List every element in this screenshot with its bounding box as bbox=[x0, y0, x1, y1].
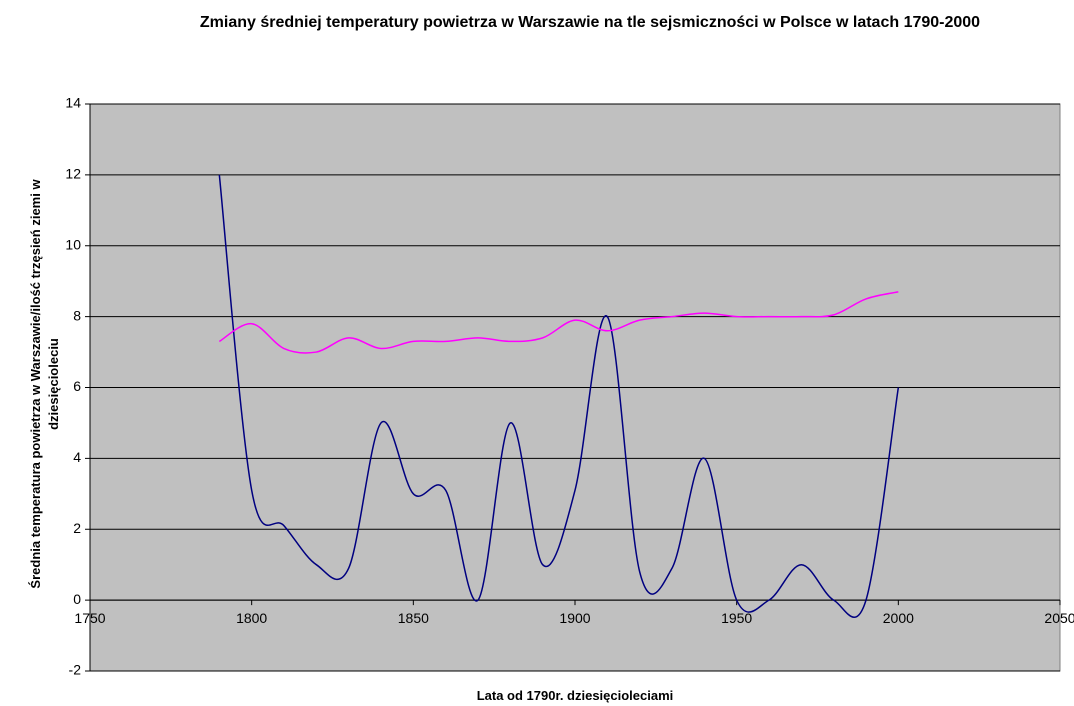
x-tick-label: 1900 bbox=[559, 610, 590, 626]
data-line bbox=[218, 174, 900, 618]
y-tick-label: 0 bbox=[73, 591, 81, 607]
x-axis-label: Lata od 1790r. dziesięcioleciami bbox=[476, 688, 674, 703]
y-tick-label: 6 bbox=[73, 378, 81, 394]
x-tick-label: 1800 bbox=[236, 610, 267, 626]
y-tick-label: 14 bbox=[65, 95, 81, 111]
x-tick-label: 1950 bbox=[721, 610, 752, 626]
data-line bbox=[218, 291, 899, 354]
y-tick-label: -2 bbox=[69, 662, 82, 678]
y-tick-label: 12 bbox=[65, 166, 81, 182]
x-tick-label: 1850 bbox=[398, 610, 429, 626]
chart-title: Zmiany średniej temperatury powietrza w … bbox=[199, 14, 981, 31]
y-tick-label: 2 bbox=[73, 520, 81, 536]
x-tick-label: 2050 bbox=[1044, 610, 1074, 626]
y-tick-label: 4 bbox=[73, 449, 81, 465]
y-tick-label: 8 bbox=[73, 307, 81, 323]
y-tick-label: 10 bbox=[65, 236, 81, 252]
x-tick-label: 2000 bbox=[883, 610, 914, 626]
x-tick-label: 1750 bbox=[74, 610, 105, 626]
